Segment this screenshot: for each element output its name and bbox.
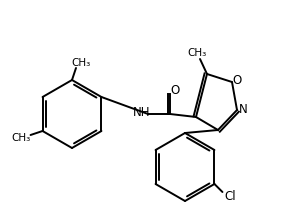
Text: CH₃: CH₃ <box>11 133 30 143</box>
Text: Cl: Cl <box>225 190 236 202</box>
Text: N: N <box>239 103 247 117</box>
Text: CH₃: CH₃ <box>71 58 91 68</box>
Text: NH: NH <box>133 107 151 119</box>
Text: O: O <box>170 85 179 97</box>
Text: CH₃: CH₃ <box>187 48 207 58</box>
Text: O: O <box>232 73 242 87</box>
